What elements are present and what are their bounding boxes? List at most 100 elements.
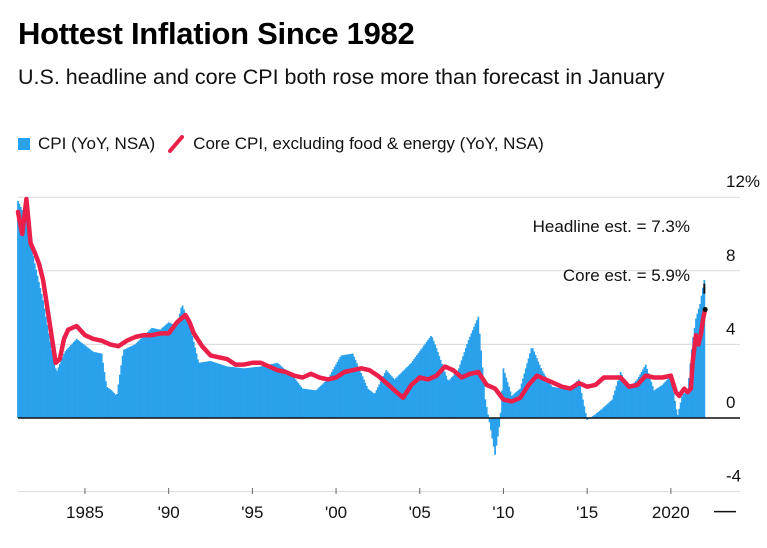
cpi-bar xyxy=(58,363,61,418)
cpi-bar xyxy=(565,388,568,418)
cpi-bar xyxy=(523,373,526,418)
cpi-bar xyxy=(649,377,651,418)
cpi-bar xyxy=(450,377,453,418)
cpi-bar xyxy=(693,327,696,418)
cpi-bar xyxy=(259,366,262,418)
cpi-bar xyxy=(593,415,595,418)
cpi-bar xyxy=(276,362,279,418)
cpi-bar xyxy=(481,367,484,418)
cpi-bar xyxy=(695,318,697,418)
cpi-bar xyxy=(640,372,643,418)
cpi-bar xyxy=(319,385,322,418)
cpi-bar xyxy=(312,390,315,418)
cpi-bar xyxy=(344,354,347,418)
cpi-bar xyxy=(286,371,289,418)
cpi-bar xyxy=(279,365,282,418)
cpi-bar xyxy=(216,363,219,418)
cpi-bar xyxy=(572,385,575,418)
cpi-bar xyxy=(503,372,506,418)
cpi-bar xyxy=(245,368,248,418)
cpi-bar xyxy=(562,388,565,418)
cpi-bar xyxy=(623,380,626,418)
cpi-bar xyxy=(485,406,488,418)
cpi-bar xyxy=(238,367,241,418)
cpi-bar xyxy=(382,375,385,418)
cpi-bar xyxy=(616,381,619,418)
cpi-bar xyxy=(605,404,608,418)
cpi-bar xyxy=(254,367,257,418)
cpi-bar xyxy=(636,379,639,418)
cpi-bar xyxy=(364,382,367,418)
cpi-bar xyxy=(372,393,375,418)
cpi-bar xyxy=(321,384,323,418)
cpi-bar xyxy=(654,389,657,418)
y-tick-label: 4 xyxy=(726,319,735,338)
headline-estimate-label: Headline est. = 7.3% xyxy=(533,217,690,236)
cpi-bar xyxy=(434,344,436,418)
cpi-bar xyxy=(100,353,103,418)
cpi-bar xyxy=(169,322,171,418)
cpi-bar xyxy=(653,390,655,418)
cpi-bar xyxy=(184,313,187,418)
cpi-bar xyxy=(243,368,245,418)
cpi-bar xyxy=(68,346,71,418)
cpi-bar xyxy=(411,360,414,418)
cpi-bar xyxy=(591,416,594,418)
cpi-bar xyxy=(160,328,163,418)
cpi-bar xyxy=(109,389,111,418)
cpi-bar xyxy=(273,363,276,418)
cpi-bar xyxy=(113,393,116,418)
cpi-bar xyxy=(664,381,667,418)
cpi-bar xyxy=(446,379,449,418)
cpi-bar xyxy=(47,333,50,418)
cpi-bar xyxy=(305,389,308,418)
y-tick-label: -4 xyxy=(726,467,741,486)
cpi-bar xyxy=(455,372,457,418)
cpi-bar xyxy=(326,379,329,418)
cpi-bar xyxy=(672,392,675,418)
cpi-bar xyxy=(665,380,668,418)
cpi-bar xyxy=(490,418,492,431)
cpi-bar xyxy=(570,387,573,418)
cpi-bar xyxy=(379,381,382,418)
cpi-bar xyxy=(318,387,321,418)
cpi-bar xyxy=(438,355,441,418)
core-estimate-label: Core est. = 5.9% xyxy=(563,266,690,285)
x-tick-label: '05 xyxy=(409,503,431,522)
cpi-bar xyxy=(536,358,538,418)
cpi-bar xyxy=(64,351,67,418)
cpi-bar xyxy=(410,362,413,418)
cpi-bar xyxy=(134,344,137,418)
cpi-bar xyxy=(661,384,664,418)
cpi-bar xyxy=(374,392,376,418)
cpi-bar xyxy=(337,359,340,418)
cpi-bar xyxy=(296,381,298,418)
cpi-bar xyxy=(215,362,217,418)
cpi-bar xyxy=(547,380,549,418)
cpi-swatch-icon xyxy=(18,138,30,150)
cpi-bar xyxy=(222,365,224,418)
cpi-bar xyxy=(116,394,118,418)
cpi-bar xyxy=(354,360,357,418)
cpi-bar xyxy=(265,365,268,418)
cpi-bar xyxy=(250,367,252,418)
cpi-bar xyxy=(533,351,536,418)
x-tick-label: '10 xyxy=(492,503,514,522)
cpi-bar xyxy=(377,387,379,418)
cpi-bar xyxy=(396,376,399,418)
cpi-bar xyxy=(432,340,435,418)
cpi-bar xyxy=(515,392,517,418)
legend: CPI (YoY, NSA) Core CPI, excluding food … xyxy=(18,134,556,154)
cpi-bar xyxy=(99,353,102,418)
cpi-bar xyxy=(414,357,417,418)
cpi-bar xyxy=(346,354,349,418)
cpi-bar xyxy=(513,393,516,418)
cpi-bar xyxy=(93,352,96,418)
cpi-bar xyxy=(460,360,463,418)
cpi-bar xyxy=(35,269,38,418)
cpi-bar xyxy=(522,378,524,418)
cpi-bar xyxy=(67,348,70,418)
cpi-bar xyxy=(110,390,113,418)
cpi-bar xyxy=(38,281,40,418)
cpi-bar xyxy=(361,376,364,418)
